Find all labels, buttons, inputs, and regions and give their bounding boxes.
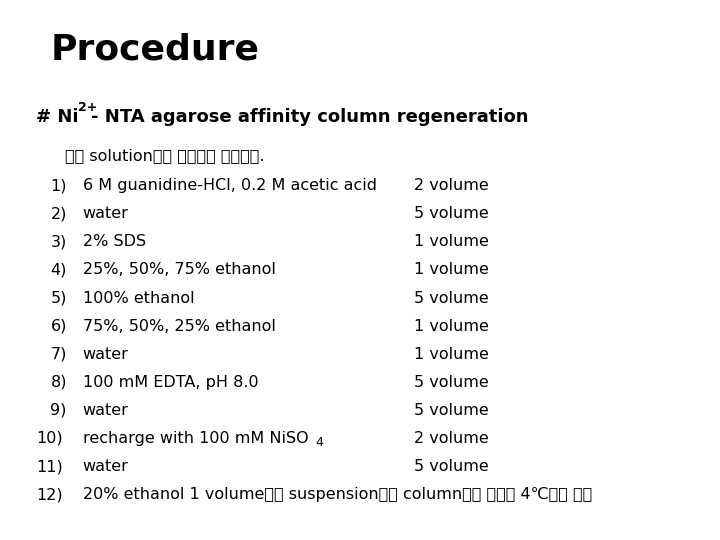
Text: 4): 4) [50,262,67,278]
Text: 10): 10) [36,431,63,446]
Text: 1 volume: 1 volume [414,234,489,249]
Text: 20% ethanol 1 volume으로 suspension하여 column에서 배내고 4℃에서 보관: 20% ethanol 1 volume으로 suspension하여 colu… [83,487,592,502]
Text: # Ni: # Ni [36,108,78,126]
Text: 2 volume: 2 volume [414,178,489,193]
Text: 1 volume: 1 volume [414,319,489,334]
Text: 4: 4 [315,436,323,449]
Text: 5 volume: 5 volume [414,291,489,306]
Text: Procedure: Procedure [50,32,259,66]
Text: 9): 9) [50,403,67,418]
Text: 5 volume: 5 volume [414,403,489,418]
Text: water: water [83,206,129,221]
Text: 3): 3) [50,234,67,249]
Text: 2 volume: 2 volume [414,431,489,446]
Text: 5 volume: 5 volume [414,206,489,221]
Text: 12): 12) [36,487,63,502]
Text: 100% ethanol: 100% ethanol [83,291,194,306]
Text: 8): 8) [50,375,67,390]
Text: water: water [83,403,129,418]
Text: 1 volume: 1 volume [414,347,489,362]
Text: water: water [83,347,129,362]
Text: 6 M guanidine-HCl, 0.2 M acetic acid: 6 M guanidine-HCl, 0.2 M acetic acid [83,178,377,193]
Text: 5): 5) [50,291,67,306]
Text: 1 volume: 1 volume [414,262,489,278]
Text: 11): 11) [36,459,63,474]
Text: 5 volume: 5 volume [414,459,489,474]
Text: 다음 solution들을 차례대로 흘려준다.: 다음 solution들을 차례대로 흘려준다. [65,148,264,164]
Text: 2+: 2+ [78,101,97,114]
Text: 75%, 50%, 25% ethanol: 75%, 50%, 25% ethanol [83,319,276,334]
Text: water: water [83,459,129,474]
Text: 5 volume: 5 volume [414,375,489,390]
Text: 1): 1) [50,178,67,193]
Text: 100 mM EDTA, pH 8.0: 100 mM EDTA, pH 8.0 [83,375,258,390]
Text: - NTA agarose affinity column regeneration: - NTA agarose affinity column regenerati… [91,108,529,126]
Text: 6): 6) [50,319,67,334]
Text: 2% SDS: 2% SDS [83,234,146,249]
Text: recharge with 100 mM NiSO: recharge with 100 mM NiSO [83,431,308,446]
Text: 25%, 50%, 75% ethanol: 25%, 50%, 75% ethanol [83,262,276,278]
Text: 2): 2) [50,206,67,221]
Text: 7): 7) [50,347,67,362]
